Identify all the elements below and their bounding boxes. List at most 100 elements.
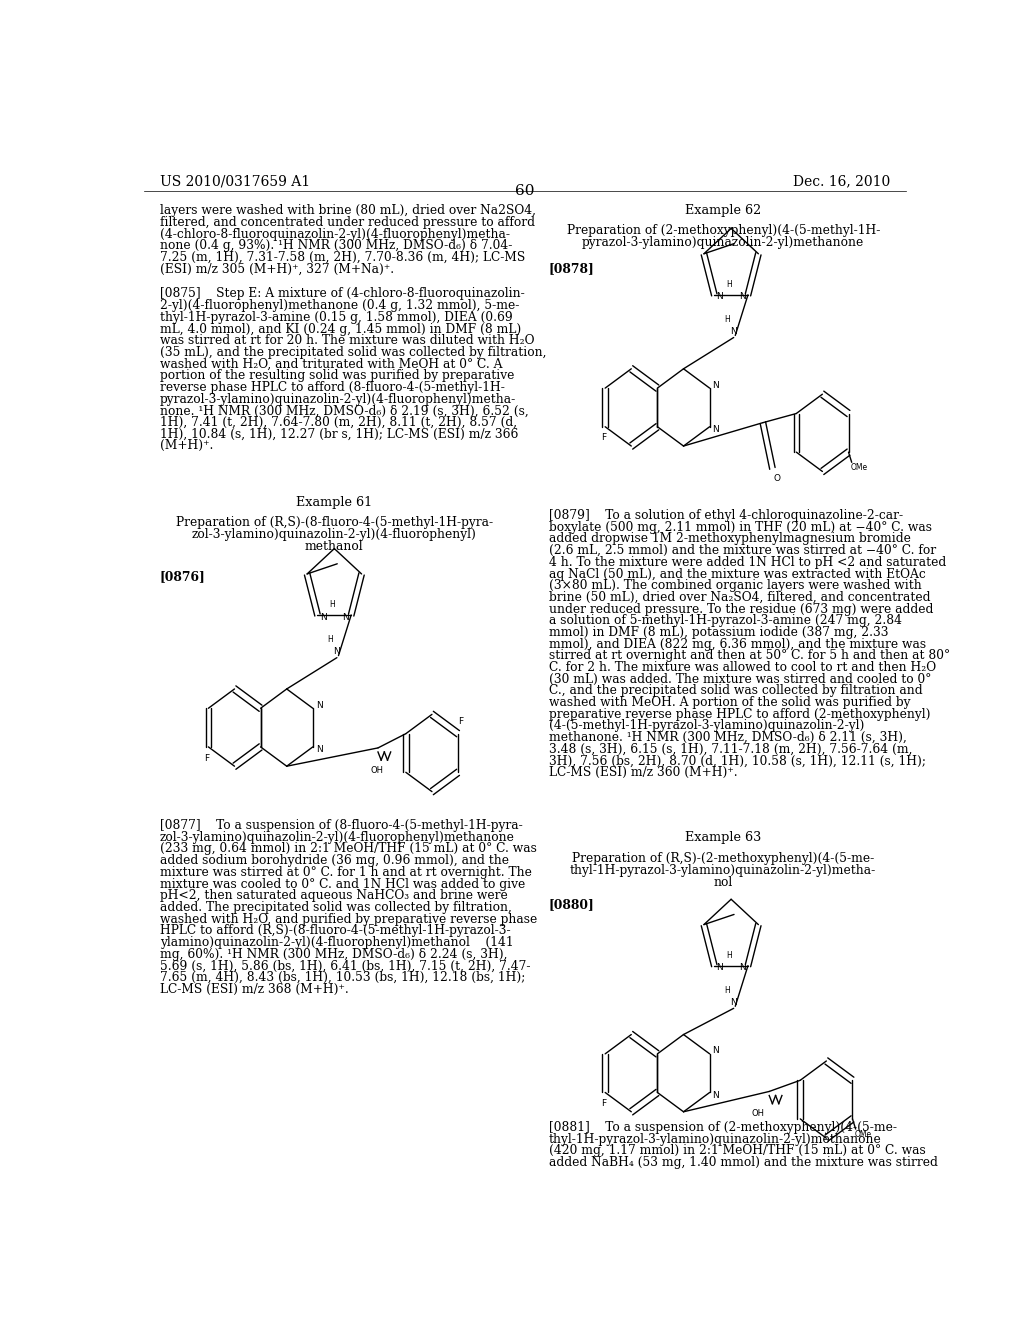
Text: [0879]    To a solution of ethyl 4-chloroquinazoline-2-car-: [0879] To a solution of ethyl 4-chloroqu… xyxy=(549,510,903,521)
Text: [0876]: [0876] xyxy=(160,570,206,583)
Text: filtered, and concentrated under reduced pressure to afford: filtered, and concentrated under reduced… xyxy=(160,216,535,228)
Text: OMe: OMe xyxy=(855,1130,872,1139)
Text: thyl-1H-pyrazol-3-ylamino)quinazolin-2-yl)methanone: thyl-1H-pyrazol-3-ylamino)quinazolin-2-y… xyxy=(549,1133,882,1146)
Text: mL, 4.0 mmol), and KI (0.24 g, 1.45 mmol) in DMF (8 mL): mL, 4.0 mmol), and KI (0.24 g, 1.45 mmol… xyxy=(160,322,521,335)
Text: 5.69 (s, 1H), 5.86 (bs, 1H), 6.41 (bs, 1H), 7.15 (t, 2H), 7.47-: 5.69 (s, 1H), 5.86 (bs, 1H), 6.41 (bs, 1… xyxy=(160,960,530,973)
Text: N: N xyxy=(713,380,720,389)
Text: 4 h. To the mixture were added 1N HCl to pH <2 and saturated: 4 h. To the mixture were added 1N HCl to… xyxy=(549,556,946,569)
Text: N: N xyxy=(730,998,737,1007)
Text: added NaBH₄ (53 mg, 1.40 mmol) and the mixture was stirred: added NaBH₄ (53 mg, 1.40 mmol) and the m… xyxy=(549,1156,938,1170)
Text: portion of the resulting solid was purified by preparative: portion of the resulting solid was purif… xyxy=(160,370,514,383)
Text: a solution of 5-methyl-1H-pyrazol-3-amine (247 mg, 2.84: a solution of 5-methyl-1H-pyrazol-3-amin… xyxy=(549,614,901,627)
Text: none. ¹H NMR (300 MHz, DMSO-d₆) δ 2.19 (s, 3H), 6.52 (s,: none. ¹H NMR (300 MHz, DMSO-d₆) δ 2.19 (… xyxy=(160,404,528,417)
Text: 3H), 7.56 (bs, 2H), 8.70 (d, 1H), 10.58 (s, 1H), 12.11 (s, 1H);: 3H), 7.56 (bs, 2H), 8.70 (d, 1H), 10.58 … xyxy=(549,755,926,767)
Text: H: H xyxy=(328,635,334,644)
Text: zol-3-ylamino)quinazolin-2-yl)(4-fluorophenyl)methanone: zol-3-ylamino)quinazolin-2-yl)(4-fluorop… xyxy=(160,830,515,843)
Text: thyl-1H-pyrazol-3-amine (0.15 g, 1.58 mmol), DIEA (0.69: thyl-1H-pyrazol-3-amine (0.15 g, 1.58 mm… xyxy=(160,312,512,323)
Text: C., and the precipitated solid was collected by filtration and: C., and the precipitated solid was colle… xyxy=(549,684,923,697)
Text: F: F xyxy=(458,717,463,726)
Text: 7.65 (m, 4H), 8.43 (bs, 1H), 10.53 (bs, 1H), 12.18 (bs, 1H);: 7.65 (m, 4H), 8.43 (bs, 1H), 10.53 (bs, … xyxy=(160,972,525,983)
Text: N: N xyxy=(713,1047,720,1055)
Text: Example 61: Example 61 xyxy=(296,496,373,508)
Text: zol-3-ylamino)quinazolin-2-yl)(4-fluorophenyl): zol-3-ylamino)quinazolin-2-yl)(4-fluorop… xyxy=(191,528,477,541)
Text: aq NaCl (50 mL), and the mixture was extracted with EtOAc: aq NaCl (50 mL), and the mixture was ext… xyxy=(549,568,926,581)
Text: OH: OH xyxy=(752,1109,765,1118)
Text: added dropwise 1M 2-methoxyphenylmagnesium bromide: added dropwise 1M 2-methoxyphenylmagnesi… xyxy=(549,532,910,545)
Text: mixture was stirred at 0° C. for 1 h and at rt overnight. The: mixture was stirred at 0° C. for 1 h and… xyxy=(160,866,531,879)
Text: O: O xyxy=(774,474,780,483)
Text: N: N xyxy=(739,292,745,301)
Text: washed with H₂O, and purified by preparative reverse phase: washed with H₂O, and purified by prepara… xyxy=(160,912,537,925)
Text: mmol) in DMF (8 mL), potassium iodide (387 mg, 2.33: mmol) in DMF (8 mL), potassium iodide (3… xyxy=(549,626,888,639)
Text: was stirred at rt for 20 h. The mixture was diluted with H₂O: was stirred at rt for 20 h. The mixture … xyxy=(160,334,535,347)
Text: N: N xyxy=(334,647,340,656)
Text: N: N xyxy=(717,292,723,301)
Text: brine (50 mL), dried over Na₂SO4, filtered, and concentrated: brine (50 mL), dried over Na₂SO4, filter… xyxy=(549,591,930,603)
Text: pyrazol-3-ylamino)quinazolin-2-yl)methanone: pyrazol-3-ylamino)quinazolin-2-yl)methan… xyxy=(582,236,864,249)
Text: [0878]: [0878] xyxy=(549,263,594,275)
Text: N: N xyxy=(713,1092,720,1100)
Text: US 2010/0317659 A1: US 2010/0317659 A1 xyxy=(160,174,310,189)
Text: N: N xyxy=(319,612,327,622)
Text: [0877]    To a suspension of (8-fluoro-4-(5-methyl-1H-pyra-: [0877] To a suspension of (8-fluoro-4-(5… xyxy=(160,818,522,832)
Text: (4-(5-methyl-1H-pyrazol-3-ylamino)quinazolin-2-yl): (4-(5-methyl-1H-pyrazol-3-ylamino)quinaz… xyxy=(549,719,864,733)
Text: (30 mL) was added. The mixture was stirred and cooled to 0°: (30 mL) was added. The mixture was stirr… xyxy=(549,673,931,685)
Text: (4-chloro-8-fluoroquinazolin-2-yl)(4-fluorophenyl)metha-: (4-chloro-8-fluoroquinazolin-2-yl)(4-flu… xyxy=(160,227,510,240)
Text: H: H xyxy=(330,601,336,610)
Text: C. for 2 h. The mixture was allowed to cool to rt and then H₂O: C. for 2 h. The mixture was allowed to c… xyxy=(549,661,936,675)
Text: (ESI) m/z 305 (M+H)⁺, 327 (M+Na)⁺.: (ESI) m/z 305 (M+H)⁺, 327 (M+Na)⁺. xyxy=(160,263,394,276)
Text: 3.48 (s, 3H), 6.15 (s, 1H), 7.11-7.18 (m, 2H), 7.56-7.64 (m,: 3.48 (s, 3H), 6.15 (s, 1H), 7.11-7.18 (m… xyxy=(549,743,912,756)
Text: mixture was cooled to 0° C. and 1N HCl was added to give: mixture was cooled to 0° C. and 1N HCl w… xyxy=(160,878,525,891)
Text: OH: OH xyxy=(371,766,384,775)
Text: none (0.4 g, 93%). ¹H NMR (300 MHz, DMSO-d₆) δ 7.04-: none (0.4 g, 93%). ¹H NMR (300 MHz, DMSO… xyxy=(160,239,512,252)
Text: ylamino)quinazolin-2-yl)(4-fluorophenyl)methanol    (141: ylamino)quinazolin-2-yl)(4-fluorophenyl)… xyxy=(160,936,513,949)
Text: [0875]    Step E: A mixture of (4-chloro-8-fluoroquinazolin-: [0875] Step E: A mixture of (4-chloro-8-… xyxy=(160,288,524,301)
Text: (2.6 mL, 2.5 mmol) and the mixture was stirred at −40° C. for: (2.6 mL, 2.5 mmol) and the mixture was s… xyxy=(549,544,936,557)
Text: (M+H)⁺.: (M+H)⁺. xyxy=(160,440,213,453)
Text: H: H xyxy=(724,314,730,323)
Text: Preparation of (R,S)-(8-fluoro-4-(5-methyl-1H-pyra-: Preparation of (R,S)-(8-fluoro-4-(5-meth… xyxy=(176,516,493,529)
Text: reverse phase HPLC to afford (8-fluoro-4-(5-methyl-1H-: reverse phase HPLC to afford (8-fluoro-4… xyxy=(160,381,505,393)
Text: added sodium borohydride (36 mg, 0.96 mmol), and the: added sodium borohydride (36 mg, 0.96 mm… xyxy=(160,854,509,867)
Text: LC-MS (ESI) m/z 368 (M+H)⁺.: LC-MS (ESI) m/z 368 (M+H)⁺. xyxy=(160,982,348,995)
Text: thyl-1H-pyrazol-3-ylamino)quinazolin-2-yl)metha-: thyl-1H-pyrazol-3-ylamino)quinazolin-2-y… xyxy=(570,863,877,876)
Text: boxylate (500 mg, 2.11 mmol) in THF (20 mL) at −40° C. was: boxylate (500 mg, 2.11 mmol) in THF (20 … xyxy=(549,521,932,533)
Text: Dec. 16, 2010: Dec. 16, 2010 xyxy=(793,174,890,189)
Text: methanone. ¹H NMR (300 MHz, DMSO-d₆) δ 2.11 (s, 3H),: methanone. ¹H NMR (300 MHz, DMSO-d₆) δ 2… xyxy=(549,731,906,744)
Text: 60: 60 xyxy=(515,183,535,198)
Text: pyrazol-3-ylamino)quinazolin-2-yl)(4-fluorophenyl)metha-: pyrazol-3-ylamino)quinazolin-2-yl)(4-flu… xyxy=(160,392,516,405)
Text: H: H xyxy=(726,280,732,289)
Text: 1H), 7.41 (t, 2H), 7.64-7.80 (m, 2H), 8.11 (t, 2H), 8.57 (d,: 1H), 7.41 (t, 2H), 7.64-7.80 (m, 2H), 8.… xyxy=(160,416,517,429)
Text: (35 mL), and the precipitated solid was collected by filtration,: (35 mL), and the precipitated solid was … xyxy=(160,346,546,359)
Text: Preparation of (2-methoxyphenyl)(4-(5-methyl-1H-: Preparation of (2-methoxyphenyl)(4-(5-me… xyxy=(566,224,880,238)
Text: N: N xyxy=(739,964,745,972)
Text: N: N xyxy=(315,746,323,755)
Text: HPLC to afford (R,S)-(8-fluoro-4-(5-methyl-1H-pyrazol-3-: HPLC to afford (R,S)-(8-fluoro-4-(5-meth… xyxy=(160,924,510,937)
Text: stirred at rt overnight and then at 50° C. for 5 h and then at 80°: stirred at rt overnight and then at 50° … xyxy=(549,649,949,663)
Text: Example 62: Example 62 xyxy=(685,205,761,216)
Text: H: H xyxy=(726,950,732,960)
Text: mg, 60%). ¹H NMR (300 MHz, DMSO-d₆) δ 2.24 (s, 3H),: mg, 60%). ¹H NMR (300 MHz, DMSO-d₆) δ 2.… xyxy=(160,948,507,961)
Text: (233 mg, 0.64 mmol) in 2:1 MeOH/THF (15 mL) at 0° C. was: (233 mg, 0.64 mmol) in 2:1 MeOH/THF (15 … xyxy=(160,842,537,855)
Text: 1H), 10.84 (s, 1H), 12.27 (br s, 1H); LC-MS (ESI) m/z 366: 1H), 10.84 (s, 1H), 12.27 (br s, 1H); LC… xyxy=(160,428,518,441)
Text: 2-yl)(4-fluorophenyl)methanone (0.4 g, 1.32 mmol), 5-me-: 2-yl)(4-fluorophenyl)methanone (0.4 g, 1… xyxy=(160,300,519,312)
Text: [0881]    To a suspension of (2-methoxyphenyl)(4-(5-me-: [0881] To a suspension of (2-methoxyphen… xyxy=(549,1121,897,1134)
Text: [0880]: [0880] xyxy=(549,899,594,911)
Text: N: N xyxy=(713,425,720,434)
Text: preparative reverse phase HPLC to afford (2-methoxyphenyl): preparative reverse phase HPLC to afford… xyxy=(549,708,930,721)
Text: mmol), and DIEA (822 mg, 6.36 mmol), and the mixture was: mmol), and DIEA (822 mg, 6.36 mmol), and… xyxy=(549,638,926,651)
Text: N: N xyxy=(342,612,349,622)
Text: Example 63: Example 63 xyxy=(685,832,761,845)
Text: nol: nol xyxy=(714,875,733,888)
Text: H: H xyxy=(724,986,730,994)
Text: F: F xyxy=(601,433,606,442)
Text: LC-MS (ESI) m/z 360 (M+H)⁺.: LC-MS (ESI) m/z 360 (M+H)⁺. xyxy=(549,766,737,779)
Text: layers were washed with brine (80 mL), dried over Na2SO4,: layers were washed with brine (80 mL), d… xyxy=(160,205,536,216)
Text: (3×80 mL). The combined organic layers were washed with: (3×80 mL). The combined organic layers w… xyxy=(549,579,922,593)
Text: 7.25 (m, 1H), 7.31-7.58 (m, 2H), 7.70-8.36 (m, 4H); LC-MS: 7.25 (m, 1H), 7.31-7.58 (m, 2H), 7.70-8.… xyxy=(160,251,525,264)
Text: added. The precipitated solid was collected by filtration,: added. The precipitated solid was collec… xyxy=(160,900,512,913)
Text: washed with MeOH. A portion of the solid was purified by: washed with MeOH. A portion of the solid… xyxy=(549,696,910,709)
Text: N: N xyxy=(730,327,737,335)
Text: N: N xyxy=(315,701,323,710)
Text: N: N xyxy=(717,964,723,972)
